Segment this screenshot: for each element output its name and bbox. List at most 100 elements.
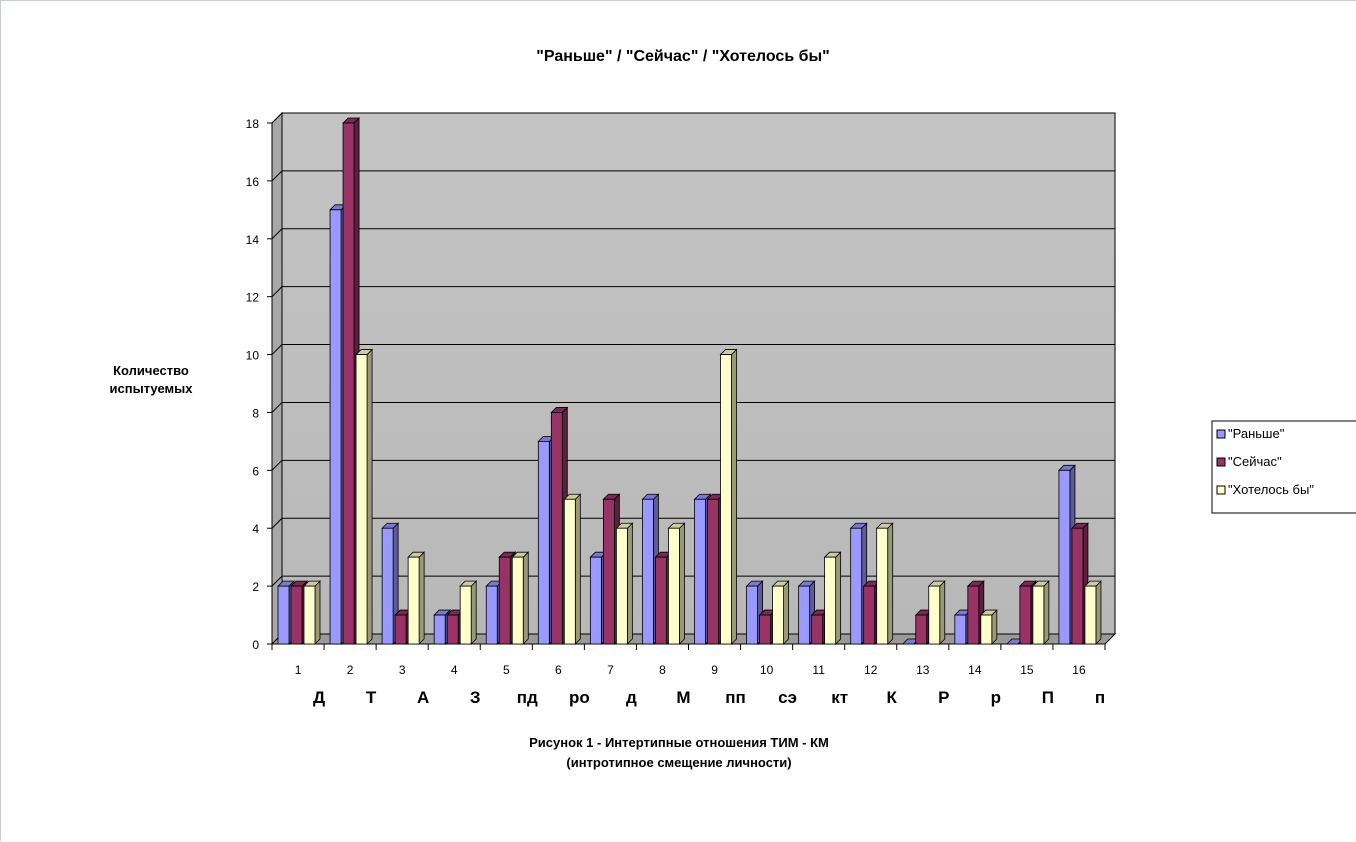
- bar-front: [550, 412, 563, 645]
- y-tick-label: 14: [246, 233, 260, 247]
- legend: "Раньше" "Сейчас" "Хотелось бы": [1211, 420, 1356, 514]
- bar-front: [303, 585, 316, 645]
- x-tick-label: 14: [968, 663, 982, 677]
- gridline: [271, 401, 1115, 413]
- bar-front: [1032, 585, 1045, 645]
- bar-front: [589, 556, 602, 645]
- bar-side: [522, 551, 529, 645]
- legend-swatch: [1216, 457, 1226, 467]
- x-category-letter: п: [1095, 688, 1105, 707]
- legend-swatch: [1216, 485, 1226, 495]
- bar-front: [642, 498, 654, 645]
- bar-front: [824, 556, 837, 645]
- bar: [381, 522, 400, 645]
- bar-side: [314, 580, 321, 645]
- bar-front: [811, 614, 824, 645]
- y-tick-label: 18: [246, 117, 260, 131]
- bar: [459, 580, 478, 645]
- x-category-letter: Р: [938, 688, 949, 707]
- y-tick-label: 12: [246, 291, 260, 305]
- gridline: [271, 517, 1115, 529]
- bar-front: [277, 585, 290, 645]
- bar-side: [679, 522, 685, 645]
- x-tick-label: 3: [399, 663, 406, 677]
- x-category-letter: ро: [569, 688, 590, 707]
- x-category-letter: М: [676, 688, 690, 707]
- x-category-letter: сэ: [778, 688, 797, 707]
- bar-side: [887, 522, 894, 645]
- x-tick-label: 5: [503, 663, 510, 677]
- bar-side: [1095, 580, 1102, 645]
- bar: [511, 551, 530, 645]
- bar-front: [446, 614, 459, 645]
- legend-swatch: [1216, 429, 1226, 439]
- x-tick-label: 8: [659, 663, 666, 677]
- bar-front: [355, 354, 368, 645]
- bar-side: [1043, 580, 1050, 645]
- bar-front: [720, 354, 732, 645]
- x-category-letter: П: [1042, 688, 1054, 707]
- bar-front: [485, 585, 498, 645]
- bar: [823, 551, 842, 645]
- x-category-letter: д: [626, 688, 637, 707]
- bar: [979, 609, 998, 645]
- bar-side: [626, 522, 633, 645]
- x-category-letter: А: [417, 688, 429, 707]
- y-tick-label: 0: [252, 638, 259, 652]
- bar: [615, 522, 634, 645]
- side-wall: [271, 111, 283, 646]
- bar-side: [418, 551, 425, 645]
- x-category-letter: Д: [313, 688, 325, 707]
- x-tick-label: 12: [864, 663, 878, 677]
- bar-front: [772, 585, 784, 645]
- bar-front: [915, 614, 928, 645]
- bar: [1031, 580, 1050, 645]
- bars: [277, 117, 1102, 645]
- bar-front: [1084, 585, 1097, 645]
- y-tick-label: 4: [252, 522, 259, 536]
- bar-side: [470, 580, 477, 645]
- bar-front: [459, 585, 472, 645]
- bar: [719, 348, 738, 645]
- chart-title: "Раньше" / "Сейчас" / "Хотелось бы": [536, 48, 829, 65]
- x-tick-label: 2: [347, 663, 354, 677]
- bar-front: [863, 585, 876, 645]
- legend-label: "Сейчас": [1228, 454, 1282, 469]
- bar-side: [574, 493, 581, 645]
- bar-front: [850, 527, 863, 645]
- bar: [771, 580, 790, 645]
- bar-front: [602, 498, 615, 645]
- bar-side: [991, 609, 998, 645]
- x-tick-label: 9: [711, 663, 718, 677]
- bar-front: [511, 556, 524, 645]
- x-category-letter: р: [991, 688, 1001, 707]
- figure-caption-line-2: (интротипное смещение личности): [566, 755, 791, 770]
- legend-box: [1211, 420, 1356, 514]
- bar-front: [1058, 469, 1071, 645]
- bar: [667, 522, 686, 645]
- x-category-letter: К: [887, 688, 898, 707]
- bar-front: [433, 614, 446, 645]
- bar: [303, 580, 321, 645]
- bar-side: [835, 551, 842, 645]
- bar-front: [694, 498, 706, 645]
- x-category-letter: пд: [517, 688, 538, 707]
- bar-side: [939, 580, 946, 645]
- bar: [407, 551, 426, 645]
- x-tick-label: 7: [607, 663, 614, 677]
- y-tick-label: 2: [252, 580, 259, 594]
- bar-front: [668, 527, 680, 645]
- bar-front: [707, 498, 719, 645]
- bar-front: [329, 209, 342, 645]
- gridline: [271, 112, 1115, 124]
- x-tick-label: 11: [812, 663, 825, 677]
- bar-front: [537, 440, 550, 645]
- bar: [927, 580, 946, 645]
- bar-side: [731, 348, 737, 645]
- bar-front: [394, 614, 407, 645]
- bar-front: [954, 614, 967, 645]
- x-tick-label: 16: [1072, 663, 1086, 677]
- figure-caption-line-1: Рисунок 1 - Интертипные отношения ТИМ - …: [529, 735, 829, 750]
- bar: [563, 493, 582, 645]
